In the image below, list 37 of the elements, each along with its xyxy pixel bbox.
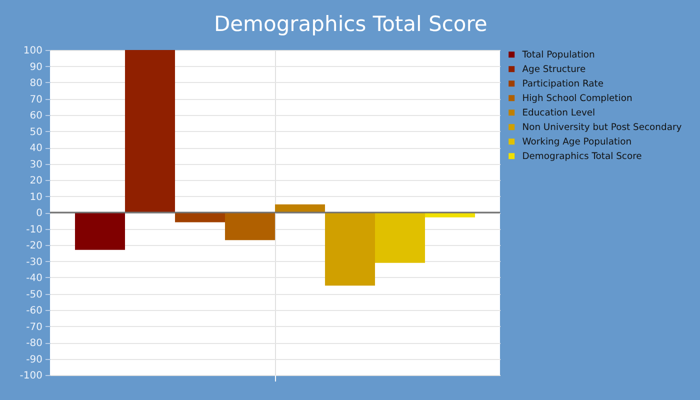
y-tick-label: 90 [30, 62, 42, 73]
y-tick-label: 50 [30, 126, 42, 138]
y-tick-label: 0 [36, 208, 42, 219]
y-tick-label: -20 [26, 240, 42, 252]
bar [375, 212, 425, 263]
bar [275, 204, 325, 212]
chart-title: Demographics Total Score [214, 12, 488, 36]
y-tick-label: 20 [30, 176, 42, 186]
y-tick-label: -60 [26, 306, 42, 316]
legend-label: Total Population [521, 50, 596, 61]
y-tick-label: 10 [30, 192, 42, 203]
legend-label: Education Level [522, 108, 596, 119]
y-tick-label: -70 [26, 322, 42, 333]
y-tick-label: 100 [23, 46, 42, 56]
y-tick-label: 40 [30, 143, 42, 154]
y-tick-label: -100 [20, 370, 42, 382]
legend-label: Demographics Total Score [522, 151, 642, 162]
y-tick-label: -30 [26, 256, 42, 268]
legend-label: Participation Rate [522, 78, 604, 90]
bar [175, 212, 225, 222]
y-tick-label: 30 [30, 159, 42, 170]
legend-label: Age Structure [522, 64, 586, 76]
y-tick-label: 60 [30, 110, 42, 122]
legend-label: High School Completion [522, 93, 632, 104]
y-tick-label: -10 [26, 224, 42, 236]
y-tick-label: -80 [26, 338, 42, 349]
y-tick-label: -40 [26, 273, 42, 284]
legend-label: Working Age Population [522, 136, 632, 148]
y-tick-label: 80 [30, 78, 42, 89]
bar [125, 50, 175, 212]
y-tick-label: 70 [30, 94, 42, 106]
y-tick-label: -90 [26, 354, 42, 366]
legend-label: Non University but Post Secondary [522, 122, 682, 134]
bar [75, 212, 125, 250]
y-tick-label: -50 [26, 289, 42, 300]
bar [225, 212, 275, 240]
bar [325, 212, 375, 286]
